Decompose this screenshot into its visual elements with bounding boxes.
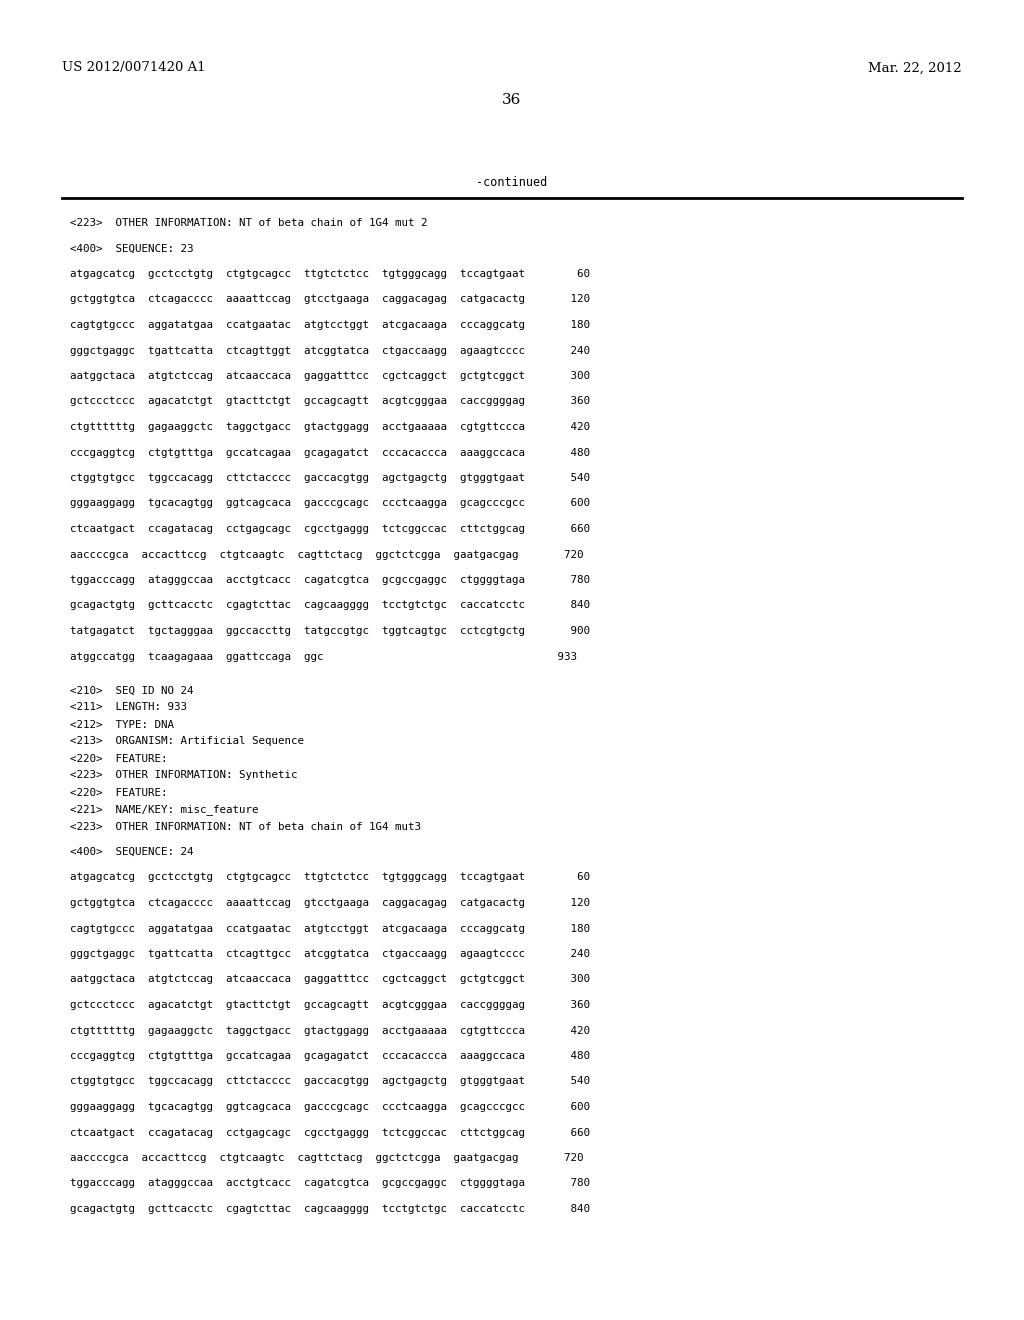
Text: <212>  TYPE: DNA: <212> TYPE: DNA (70, 719, 174, 730)
Text: gctggtgtca  ctcagacccc  aaaattccag  gtcctgaaga  caggacagag  catgacactg       120: gctggtgtca ctcagacccc aaaattccag gtcctga… (70, 898, 590, 908)
Text: gcagactgtg  gcttcacctc  cgagtcttac  cagcaagggg  tcctgtctgc  caccatcctc       840: gcagactgtg gcttcacctc cgagtcttac cagcaag… (70, 1204, 590, 1214)
Text: <223>  OTHER INFORMATION: Synthetic: <223> OTHER INFORMATION: Synthetic (70, 771, 298, 780)
Text: cccgaggtcg  ctgtgtttga  gccatcagaa  gcagagatct  cccacaccca  aaaggccaca       480: cccgaggtcg ctgtgtttga gccatcagaa gcagaga… (70, 1051, 590, 1061)
Text: <400>  SEQUENCE: 23: <400> SEQUENCE: 23 (70, 243, 194, 253)
Text: <220>  FEATURE:: <220> FEATURE: (70, 788, 168, 797)
Text: gggaaggagg  tgcacagtgg  ggtcagcaca  gacccgcagc  ccctcaagga  gcagcccgcc       600: gggaaggagg tgcacagtgg ggtcagcaca gacccgc… (70, 499, 590, 508)
Text: gggctgaggc  tgattcatta  ctcagttgcc  atcggtatca  ctgaccaagg  agaagtcccc       240: gggctgaggc tgattcatta ctcagttgcc atcggta… (70, 949, 590, 960)
Text: ctggtgtgcc  tggccacagg  cttctacccc  gaccacgtgg  agctgagctg  gtgggtgaat       540: ctggtgtgcc tggccacagg cttctacccc gaccacg… (70, 1077, 590, 1086)
Text: gctccctccc  agacatctgt  gtacttctgt  gccagcagtt  acgtcgggaa  caccggggag       360: gctccctccc agacatctgt gtacttctgt gccagca… (70, 1001, 590, 1010)
Text: <220>  FEATURE:: <220> FEATURE: (70, 754, 168, 763)
Text: aatggctaca  atgtctccag  atcaaccaca  gaggatttcc  cgctcaggct  gctgtcggct       300: aatggctaca atgtctccag atcaaccaca gaggatt… (70, 974, 590, 985)
Text: ctgttttttg  gagaaggctc  taggctgacc  gtactggagg  acctgaaaaa  cgtgttccca       420: ctgttttttg gagaaggctc taggctgacc gtactgg… (70, 1026, 590, 1035)
Text: gcagactgtg  gcttcacctc  cgagtcttac  cagcaagggg  tcctgtctgc  caccatcctc       840: gcagactgtg gcttcacctc cgagtcttac cagcaag… (70, 601, 590, 610)
Text: ctgttttttg  gagaaggctc  taggctgacc  gtactggagg  acctgaaaaa  cgtgttccca       420: ctgttttttg gagaaggctc taggctgacc gtactgg… (70, 422, 590, 432)
Text: -continued: -continued (476, 177, 548, 190)
Text: aaccccgca  accacttccg  ctgtcaagtc  cagttctacg  ggctctcgga  gaatgacgag       720: aaccccgca accacttccg ctgtcaagtc cagttcta… (70, 1152, 584, 1163)
Text: <213>  ORGANISM: Artificial Sequence: <213> ORGANISM: Artificial Sequence (70, 737, 304, 747)
Text: <223>  OTHER INFORMATION: NT of beta chain of 1G4 mut3: <223> OTHER INFORMATION: NT of beta chai… (70, 821, 421, 832)
Text: gctccctccc  agacatctgt  gtacttctgt  gccagcagtt  acgtcgggaa  caccggggag       360: gctccctccc agacatctgt gtacttctgt gccagca… (70, 396, 590, 407)
Text: <221>  NAME/KEY: misc_feature: <221> NAME/KEY: misc_feature (70, 804, 258, 816)
Text: atgagcatcg  gcctcctgtg  ctgtgcagcc  ttgtctctcc  tgtgggcagg  tccagtgaat        60: atgagcatcg gcctcctgtg ctgtgcagcc ttgtctc… (70, 269, 590, 279)
Text: atgagcatcg  gcctcctgtg  ctgtgcagcc  ttgtctctcc  tgtgggcagg  tccagtgaat        60: atgagcatcg gcctcctgtg ctgtgcagcc ttgtctc… (70, 873, 590, 883)
Text: <210>  SEQ ID NO 24: <210> SEQ ID NO 24 (70, 685, 194, 696)
Text: ctcaatgact  ccagatacag  cctgagcagc  cgcctgaggg  tctcggccac  cttctggcag       660: ctcaatgact ccagatacag cctgagcagc cgcctga… (70, 1127, 590, 1138)
Text: 36: 36 (503, 92, 521, 107)
Text: gggctgaggc  tgattcatta  ctcagttggt  atcggtatca  ctgaccaagg  agaagtcccc       240: gggctgaggc tgattcatta ctcagttggt atcggta… (70, 346, 590, 355)
Text: <400>  SEQUENCE: 24: <400> SEQUENCE: 24 (70, 847, 194, 857)
Text: cagtgtgccc  aggatatgaa  ccatgaatac  atgtcctggt  atcgacaaga  cccaggcatg       180: cagtgtgccc aggatatgaa ccatgaatac atgtcct… (70, 924, 590, 933)
Text: Mar. 22, 2012: Mar. 22, 2012 (868, 62, 962, 74)
Text: atggccatgg  tcaagagaaa  ggattccaga  ggc                                    933: atggccatgg tcaagagaaa ggattccaga ggc 933 (70, 652, 577, 661)
Text: ctcaatgact  ccagatacag  cctgagcagc  cgcctgaggg  tctcggccac  cttctggcag       660: ctcaatgact ccagatacag cctgagcagc cgcctga… (70, 524, 590, 535)
Text: tggacccagg  atagggccaa  acctgtcacc  cagatcgtca  gcgccgaggc  ctggggtaga       780: tggacccagg atagggccaa acctgtcacc cagatcg… (70, 1179, 590, 1188)
Text: US 2012/0071420 A1: US 2012/0071420 A1 (62, 62, 206, 74)
Text: <223>  OTHER INFORMATION: NT of beta chain of 1G4 mut 2: <223> OTHER INFORMATION: NT of beta chai… (70, 218, 427, 228)
Text: tatgagatct  tgctagggaa  ggccaccttg  tatgccgtgc  tggtcagtgc  cctcgtgctg       900: tatgagatct tgctagggaa ggccaccttg tatgccg… (70, 626, 590, 636)
Text: gctggtgtca  ctcagacccc  aaaattccag  gtcctgaaga  caggacagag  catgacactg       120: gctggtgtca ctcagacccc aaaattccag gtcctga… (70, 294, 590, 305)
Text: aatggctaca  atgtctccag  atcaaccaca  gaggatttcc  cgctcaggct  gctgtcggct       300: aatggctaca atgtctccag atcaaccaca gaggatt… (70, 371, 590, 381)
Text: cccgaggtcg  ctgtgtttga  gccatcagaa  gcagagatct  cccacaccca  aaaggccaca       480: cccgaggtcg ctgtgtttga gccatcagaa gcagaga… (70, 447, 590, 458)
Text: cagtgtgccc  aggatatgaa  ccatgaatac  atgtcctggt  atcgacaaga  cccaggcatg       180: cagtgtgccc aggatatgaa ccatgaatac atgtcct… (70, 319, 590, 330)
Text: gggaaggagg  tgcacagtgg  ggtcagcaca  gacccgcagc  ccctcaagga  gcagcccgcc       600: gggaaggagg tgcacagtgg ggtcagcaca gacccgc… (70, 1102, 590, 1111)
Text: tggacccagg  atagggccaa  acctgtcacc  cagatcgtca  gcgccgaggc  ctggggtaga       780: tggacccagg atagggccaa acctgtcacc cagatcg… (70, 576, 590, 585)
Text: aaccccgca  accacttccg  ctgtcaagtc  cagttctacg  ggctctcgga  gaatgacgag       720: aaccccgca accacttccg ctgtcaagtc cagttcta… (70, 549, 584, 560)
Text: <211>  LENGTH: 933: <211> LENGTH: 933 (70, 702, 187, 713)
Text: ctggtgtgcc  tggccacagg  cttctacccc  gaccacgtgg  agctgagctg  gtgggtgaat       540: ctggtgtgcc tggccacagg cttctacccc gaccacg… (70, 473, 590, 483)
